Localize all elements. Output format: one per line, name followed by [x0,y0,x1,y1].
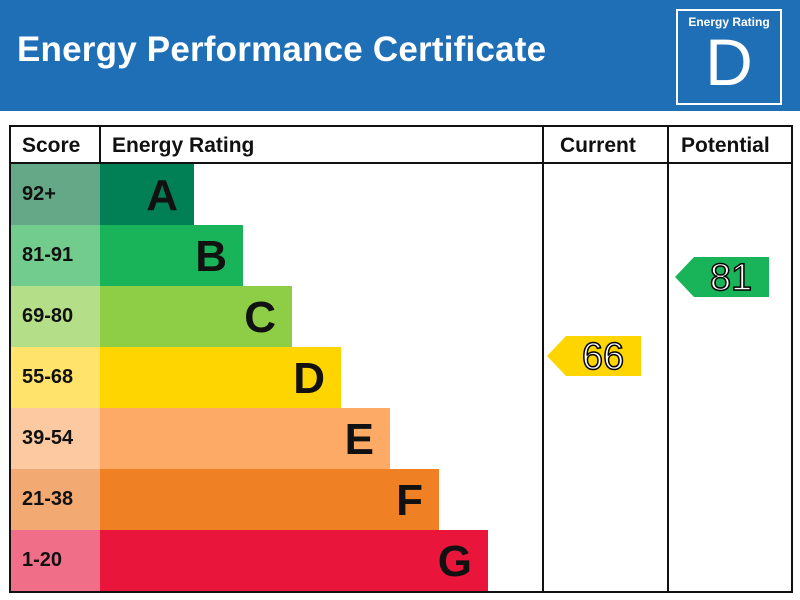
band-score-range: 21-38 [11,469,100,530]
rating-table: Score Energy Rating Current Potential 92… [9,125,793,593]
band-bar-b: B [100,225,243,286]
badge-label: Energy Rating [688,15,770,29]
column-header-energy-rating: Energy Rating [112,134,255,157]
header-banner: Energy Performance Certificate Energy Ra… [0,0,800,111]
current-rating-value: 66 [581,335,625,379]
band-row-d: 55-68 D [11,347,531,408]
band-bar-a: A [100,164,194,225]
band-bar-c: C [100,286,292,347]
band-row-b: 81-91 B [11,225,531,286]
band-row-g: 1-20 G [11,530,531,591]
column-header-potential: Potential [681,134,770,157]
column-header-score: Score [22,134,81,157]
band-score-range: 81-91 [11,225,100,286]
band-score-range: 39-54 [11,408,100,469]
potential-rating-value: 81 [709,256,753,300]
band-row-e: 39-54 E [11,408,531,469]
arrow-shape-icon [547,336,641,376]
band-bar-g: G [100,530,488,591]
band-row-f: 21-38 F [11,469,531,530]
band-score-range: 92+ [11,164,100,225]
band-score-range: 69-80 [11,286,100,347]
page-title: Energy Performance Certificate [17,30,547,69]
header-divider [11,162,791,164]
badge-letter: D [705,25,753,99]
arrow-shape-icon [675,257,769,297]
band-row-c: 69-80 C [11,286,531,347]
current-column-divider [542,127,544,591]
band-bar-d: D [100,347,341,408]
band-row-a: 92+ A [11,164,531,225]
band-bar-e: E [100,408,390,469]
score-column-divider [99,127,101,162]
band-bar-f: F [100,469,439,530]
potential-rating-arrow: 81 [675,256,769,300]
current-rating-arrow: 66 [547,335,641,379]
column-header-current: Current [560,134,636,157]
band-score-range: 55-68 [11,347,100,408]
band-score-range: 1-20 [11,530,100,591]
potential-column-divider [667,127,669,591]
energy-rating-badge: Energy Rating D [676,9,782,105]
